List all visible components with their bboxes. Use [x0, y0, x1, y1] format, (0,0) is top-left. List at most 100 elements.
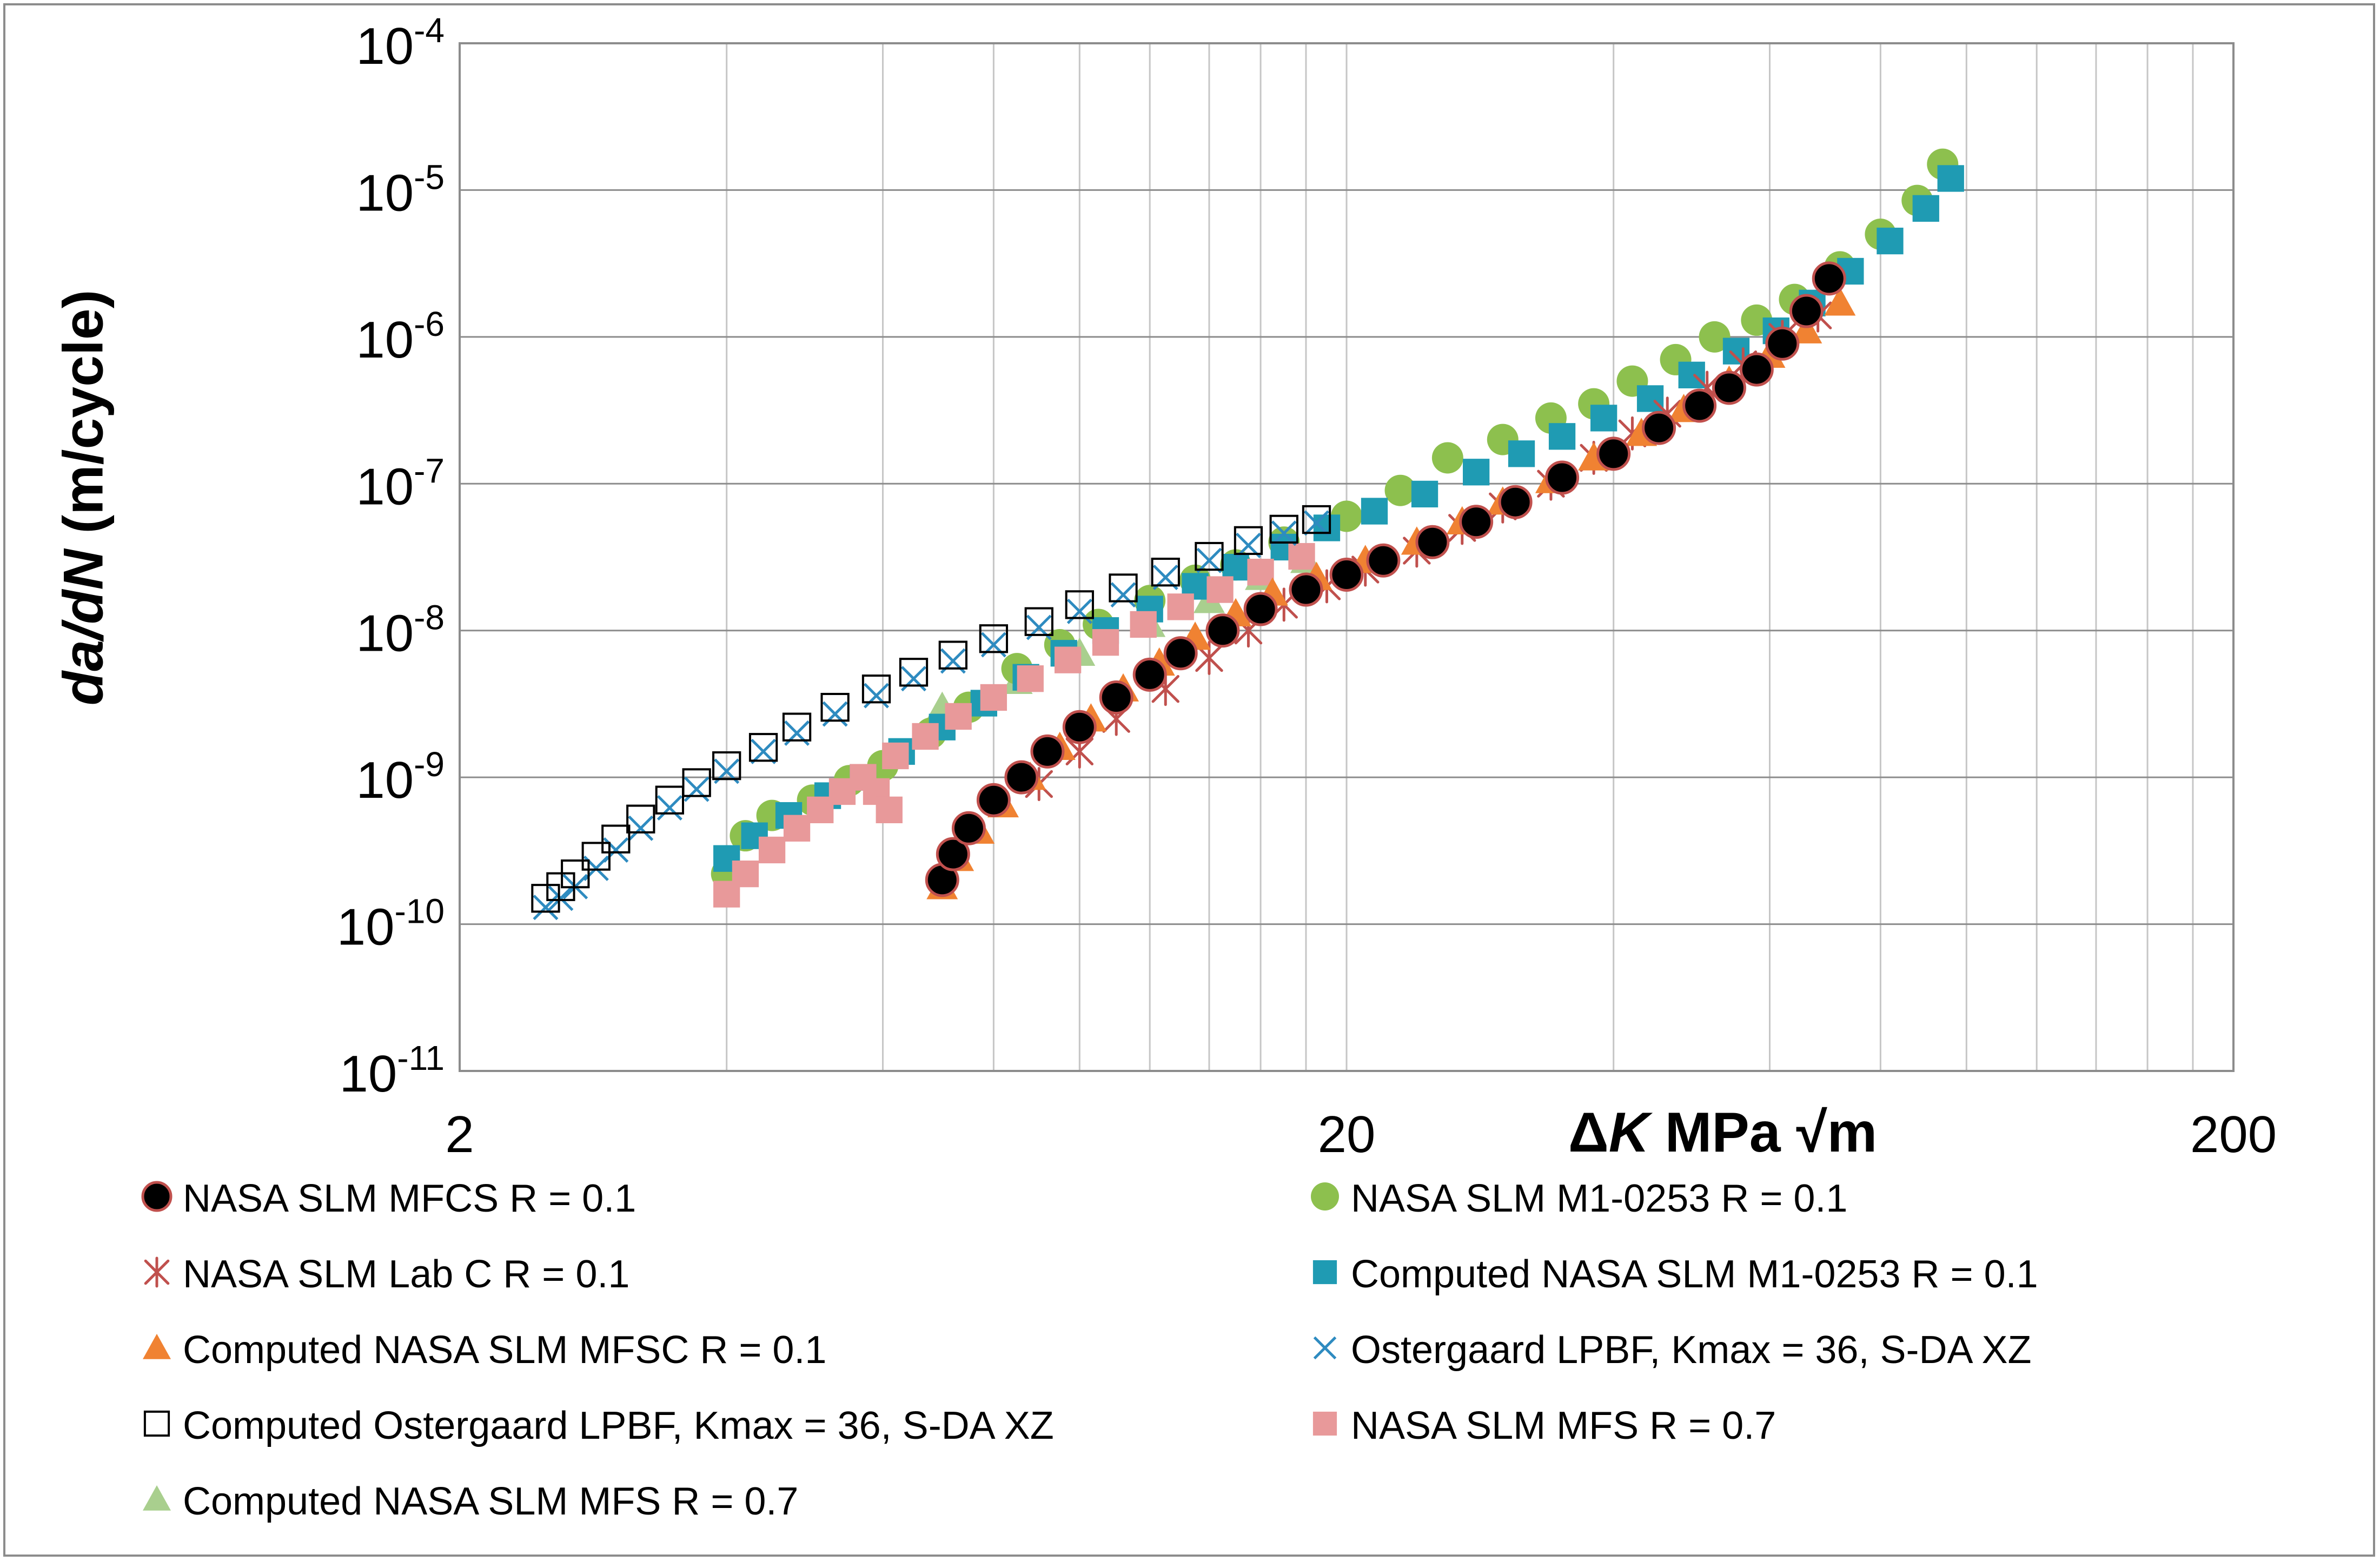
data-point: [1289, 572, 1323, 607]
marker-stroke: [1313, 1336, 1337, 1360]
data-point: [1132, 657, 1167, 692]
legend-label: NASA SLM Lab C R = 0.1: [183, 1253, 629, 1296]
data-point: [1234, 526, 1263, 555]
marker-stroke: [751, 738, 777, 764]
data-point: [1824, 287, 1856, 316]
legend-label: Computed NASA SLM MFSC R = 0.1: [183, 1328, 826, 1372]
data-point: [1066, 598, 1092, 624]
data-point: [1151, 558, 1180, 587]
data-point: [1099, 680, 1133, 715]
y-tick-base: 10: [339, 1045, 397, 1103]
data-point: [561, 859, 590, 889]
legend-label: Computed Ostergaard LPBF, Kmax = 36, S-D…: [183, 1404, 1054, 1447]
data-point: [1243, 592, 1278, 626]
data-point: [1463, 459, 1490, 486]
y-tick-exponent: -9: [414, 745, 445, 784]
y-tick-label: 10-10: [337, 892, 445, 956]
data-point: [1163, 636, 1198, 671]
data-point: [1877, 227, 1904, 255]
data-point: [1302, 505, 1331, 534]
data-point: [1545, 460, 1580, 495]
y-tick-base: 10: [356, 458, 414, 515]
y-tick-label: 10-9: [356, 745, 445, 809]
data-point: [876, 796, 903, 824]
y-tick-label: 10-7: [356, 451, 445, 515]
legend-label: Computed NASA SLM M1-0253 R = 0.1: [1351, 1253, 2038, 1296]
x-axis-label-delta: Δ: [1568, 1101, 1609, 1164]
marker-stroke: [1196, 547, 1222, 573]
y-tick-exponent: -6: [414, 305, 445, 343]
data-point: [655, 785, 684, 815]
y-axis-label-wrap: da/dN (m/cycle): [11, 97, 157, 898]
data-point: [1247, 559, 1274, 586]
data-point: [1712, 371, 1746, 405]
data-point: [1411, 480, 1438, 508]
data-point: [601, 824, 631, 854]
data-point: [945, 703, 972, 730]
legend-item: NASA SLM Lab C R = 0.1: [144, 1253, 629, 1296]
legend-item: Computed NASA SLM MFS R = 0.7: [143, 1480, 798, 1523]
data-point: [628, 815, 654, 841]
y-tick-label: 10-5: [356, 157, 445, 222]
data-point: [1415, 525, 1450, 559]
data-point: [861, 674, 891, 704]
y-tick-exponent: -11: [397, 1039, 445, 1077]
marker-stroke: [628, 815, 654, 841]
data-point: [1109, 573, 1138, 603]
data-point: [1590, 405, 1617, 432]
data-point: [1030, 734, 1065, 769]
data-point: [1092, 629, 1119, 656]
data-point: [1195, 541, 1224, 571]
x-tick-label: 200: [2190, 1106, 2277, 1163]
data-point: [1110, 582, 1136, 608]
y-tick-label: 10-11: [339, 1039, 445, 1103]
data-point: [1167, 593, 1194, 620]
marker-stroke: [863, 683, 890, 709]
y-tick-base: 10: [356, 605, 414, 663]
legend-label: Ostergaard LPBF, Kmax = 36, S-DA XZ: [1351, 1328, 2032, 1372]
data-point: [1765, 326, 1800, 361]
data-point: [1682, 388, 1717, 423]
y-tick-label: 10-4: [356, 11, 445, 75]
data-point: [1596, 436, 1631, 471]
chart-frame: [3, 3, 2375, 1557]
data-point: [1271, 520, 1297, 546]
legend-label: Computed NASA SLM MFS R = 0.7: [183, 1480, 798, 1523]
data-point: [1206, 576, 1234, 603]
data-point: [1937, 165, 1964, 192]
data-point: [1548, 423, 1576, 450]
y-tick-base: 10: [356, 311, 414, 369]
y-tick-exponent: -7: [414, 451, 445, 490]
series-7: [713, 543, 1315, 908]
marker-stroke: [657, 795, 682, 821]
data-point: [603, 837, 629, 863]
data-point: [1054, 646, 1082, 673]
data-point: [1366, 543, 1401, 578]
y-tick-base: 10: [337, 898, 395, 956]
data-point: [1789, 294, 1824, 328]
data-point: [1288, 543, 1315, 570]
legend-marker: [143, 1410, 170, 1437]
marker-stroke: [1066, 598, 1092, 624]
data-point: [1196, 547, 1222, 573]
y-tick-base: 10: [356, 17, 414, 75]
legend-label: NASA SLM MFS R = 0.7: [1351, 1404, 1776, 1447]
marker-stroke: [603, 837, 629, 863]
legend-item: Ostergaard LPBF, Kmax = 36, S-DA XZ: [1313, 1328, 2032, 1372]
data-point: [626, 804, 655, 834]
data-point: [980, 684, 1007, 711]
x-axis-label-var: K: [1608, 1101, 1649, 1164]
data-point: [1384, 474, 1416, 506]
legend-marker: [1312, 1260, 1337, 1285]
legend-marker: [144, 1256, 170, 1288]
data-point: [1130, 611, 1157, 638]
y-tick-label: 10-8: [356, 598, 445, 663]
data-point: [1636, 385, 1664, 412]
legend-item: NASA SLM M1-0253 R = 0.1: [1311, 1177, 1847, 1220]
data-point: [899, 658, 929, 687]
legend-marker: [1312, 1411, 1337, 1436]
data-point: [751, 738, 777, 764]
legend-marker: [143, 1485, 171, 1511]
y-tick-base: 10: [356, 751, 414, 809]
